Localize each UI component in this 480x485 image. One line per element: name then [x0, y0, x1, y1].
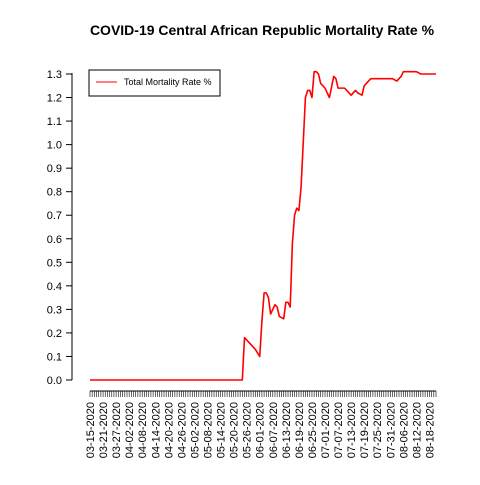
y-tick-label: 1.1 [47, 116, 62, 128]
x-tick-label: 07-31-2020 [385, 402, 397, 458]
x-tick-label: 06-13-2020 [281, 402, 293, 458]
y-tick-label: 1.0 [47, 140, 62, 152]
x-tick-label: 06-07-2020 [268, 402, 280, 458]
x-tick-label: 07-01-2020 [320, 402, 332, 458]
x-tick-label: 03-21-2020 [98, 402, 110, 458]
y-tick-label: 0.0 [47, 375, 62, 387]
x-tick-label: 04-26-2020 [176, 402, 188, 458]
x-tick-label: 04-14-2020 [150, 402, 162, 458]
y-tick-label: 0.3 [47, 304, 62, 316]
x-tick-label: 08-18-2020 [424, 402, 436, 458]
y-tick-label: 0.1 [47, 351, 62, 363]
x-tick-label: 06-19-2020 [294, 402, 306, 458]
x-tick-label: 07-13-2020 [346, 402, 358, 458]
y-tick-label: 1.3 [47, 69, 62, 81]
legend-box [88, 69, 221, 97]
x-tick-label: 03-27-2020 [111, 402, 123, 458]
y-tick-label: 1.2 [47, 93, 62, 105]
x-tick-label: 07-25-2020 [372, 402, 384, 458]
x-tick-label: 04-02-2020 [124, 402, 136, 458]
series-layer [90, 70, 436, 381]
y-tick-label: 0.4 [47, 281, 62, 293]
y-tick-label: 0.5 [47, 257, 62, 269]
x-tick-label: 06-01-2020 [255, 402, 267, 458]
x-tick-label: 05-20-2020 [229, 402, 241, 458]
legend: Total Mortality Rate % [88, 69, 221, 97]
series-line-total-mortality-rate [90, 70, 436, 381]
x-tick-label: 05-08-2020 [203, 402, 215, 458]
y-axis: 0.0 0.1 0.2 0.3 0.4 0.5 0.6 0.7 0.8 0.9 1.0 1.1 1.2 1… [47, 69, 72, 387]
x-tick-label: 05-26-2020 [242, 402, 254, 458]
x-tick-label: 07-19-2020 [359, 402, 371, 458]
x-tick-label: 08-06-2020 [398, 402, 410, 458]
legend-label: Total Mortality Rate % [124, 77, 212, 87]
y-tick-label: 0.8 [47, 187, 62, 199]
x-tick-label: 07-07-2020 [333, 402, 345, 458]
y-tick-label: 0.6 [47, 234, 62, 246]
x-tick-label: 03-15-2020 [85, 402, 97, 458]
x-axis: 03-15-2020 03-21-2020 03-27-2020 04-02-2020… [85, 390, 436, 458]
y-tick-label: 0.9 [47, 163, 62, 175]
y-tick-label: 0.2 [47, 328, 62, 340]
x-tick-label: 04-20-2020 [163, 402, 175, 458]
x-tick-label: 08-12-2020 [411, 402, 423, 458]
chart-title: COVID-19 Central African Republic Mortal… [90, 22, 435, 38]
x-tick-label: 05-02-2020 [189, 402, 201, 458]
x-tick-label: 06-25-2020 [307, 402, 319, 458]
y-tick-label: 0.7 [47, 210, 62, 222]
x-tick-label: 04-08-2020 [137, 402, 149, 458]
x-tick-label: 05-14-2020 [216, 402, 228, 458]
